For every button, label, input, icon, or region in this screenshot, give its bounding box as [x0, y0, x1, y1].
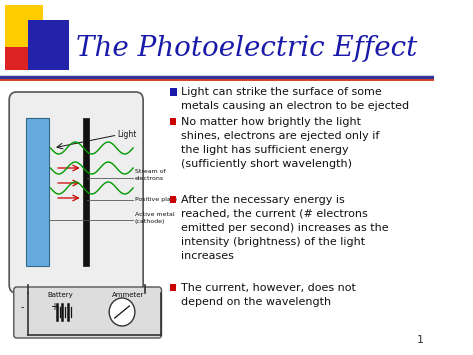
Bar	[170, 284, 176, 291]
Text: Light: Light	[117, 130, 137, 139]
Bar	[27, 20, 69, 70]
Text: Light can strike the surface of some
metals causing an electron to be ejected: Light can strike the surface of some met…	[181, 87, 409, 111]
Bar	[5, 5, 43, 47]
Circle shape	[109, 298, 135, 326]
FancyBboxPatch shape	[9, 92, 143, 293]
Text: Stream of
electrons: Stream of electrons	[135, 169, 166, 181]
Bar	[83, 118, 89, 266]
Text: +: +	[51, 302, 59, 312]
Text: The current, however, does not
depend on the wavelength: The current, however, does not depend on…	[181, 283, 356, 307]
Bar	[170, 88, 177, 96]
Bar	[170, 118, 176, 125]
FancyBboxPatch shape	[14, 287, 161, 338]
Bar	[5, 35, 43, 70]
Bar	[170, 196, 176, 203]
Bar	[26, 118, 49, 266]
Text: After the necessary energy is
reached, the current (# electrons
emitted per seco: After the necessary energy is reached, t…	[181, 195, 388, 261]
Text: Ammeter: Ammeter	[112, 292, 144, 298]
Text: -: -	[20, 302, 24, 312]
Text: Active metal
(cathode): Active metal (cathode)	[135, 212, 175, 224]
Text: Positive plate: Positive plate	[135, 197, 177, 202]
Text: 1: 1	[417, 335, 424, 345]
Text: The Photoelectric Effect: The Photoelectric Effect	[76, 34, 417, 61]
Text: Battery: Battery	[48, 292, 73, 298]
Text: No matter how brightly the light
shines, electrons are ejected only if
the light: No matter how brightly the light shines,…	[181, 117, 379, 169]
